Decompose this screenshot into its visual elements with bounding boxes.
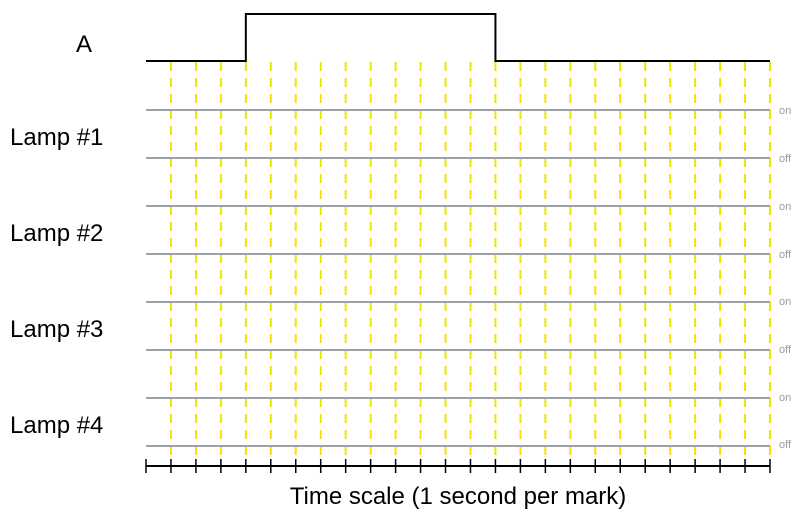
time-axis-label: Time scale (1 second per mark): [290, 483, 627, 510]
lamp-1-off-label: off: [779, 153, 792, 165]
time-axis: [145, 459, 771, 473]
lamp-2-row: Lamp #2 on off: [10, 201, 792, 261]
input-signal-a: A: [76, 13, 770, 62]
lamp-2-on-label: on: [779, 201, 791, 213]
lamp-rails: [146, 109, 770, 447]
lamp-4-row: Lamp #4 on off: [10, 392, 792, 451]
signal-a-label: A: [76, 31, 92, 58]
lamp-4-label: Lamp #4: [10, 412, 103, 439]
lamp-3-on-label: on: [779, 296, 791, 308]
lamp-1-label: Lamp #1: [10, 124, 103, 151]
lamp-2-off-label: off: [779, 249, 792, 261]
lamp-1-row: Lamp #1 on off: [10, 105, 792, 165]
lamp-4-off-label: off: [779, 439, 792, 451]
lamp-3-off-label: off: [779, 344, 792, 356]
lamp-3-label: Lamp #3: [10, 316, 103, 343]
lamp-3-row: Lamp #3 on off: [10, 296, 792, 356]
lamp-4-on-label: on: [779, 392, 791, 404]
lamp-2-label: Lamp #2: [10, 220, 103, 247]
signal-a-waveform: [146, 13, 770, 62]
lamp-1-on-label: on: [779, 105, 791, 117]
time-gridlines: [169, 62, 771, 462]
